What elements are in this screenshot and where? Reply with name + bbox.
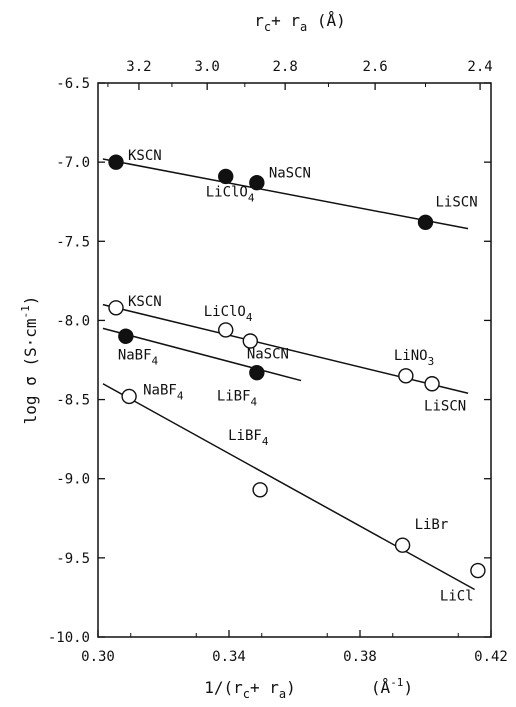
point-label: LiBF4 [228,428,269,448]
x-tick-label: 0.34 [212,649,246,665]
point-label: LiNO3 [394,348,434,368]
x-tick-label: 0.42 [474,649,508,665]
top-tick-label: 2.6 [362,59,387,75]
fit-line [102,327,302,382]
data-points [108,154,486,579]
filled-point [218,168,234,185]
fit-line [102,158,469,230]
point-label: NaSCN [247,347,289,363]
top-tick-label: 2.8 [272,59,297,75]
filled-point [249,364,265,381]
x-axis-unit: (Å-1) [371,676,413,697]
open-point [242,333,258,349]
point-labels: KSCN LiClO4 NaSCN LiSCN KSCN LiClO4 LiNO3 LiSCN… [118,148,478,604]
filled-point [108,154,124,170]
plot-frame [97,82,492,638]
point-label: LiClO4 [206,184,255,204]
y-tick-label: -10.0 [48,630,90,646]
top-tick-label: 2.4 [467,59,492,75]
fit-lines [102,158,475,591]
point-label: LiCl [440,589,474,605]
open-point [394,537,411,553]
point-label: LiBF4 [217,389,258,409]
top-tick-label: 3.2 [126,59,151,75]
open-point [424,376,440,392]
y-tick-label: -6.5 [56,76,90,92]
fit-line [102,383,475,591]
open-point [218,322,234,338]
point-label: LiSCN [424,399,466,415]
point-label: LiSCN [436,194,478,210]
axis-titles: 1/(rc+ ra) (Å-1) rc+ ra (Å) log σ (S·cm-1) [19,11,413,701]
point-label: NaSCN [269,166,311,182]
x-axis-title: 1/(rc+ ra) [204,678,296,701]
top-tick-label: 3.0 [195,59,220,75]
filled-point [417,214,434,230]
open-point [398,368,414,384]
y-tick-label: -9.5 [56,551,90,567]
y-tick-label: -9.0 [56,472,90,488]
open-point [108,300,124,316]
open-point [470,562,486,579]
open-point [252,482,268,498]
filled-point [249,175,265,191]
top-axis-title: rc+ ra (Å) [254,11,346,34]
y-axis-title: log σ (S·cm-1) [19,296,40,425]
y-tick-label: -8.5 [56,393,90,409]
y-tick-label: -7.0 [56,155,90,171]
x-tick-label: 0.38 [343,649,377,665]
open-point [121,388,137,405]
point-label: NaBF4 [143,382,184,402]
x-tick-label: 0.30 [81,649,115,665]
y-tick-label: -8.0 [56,313,90,329]
filled-point [118,328,134,344]
point-label: KSCN [128,148,162,164]
axes: 0.30 0.34 0.38 0.42 -6.5 -7.0 -7.5 -8.0 -8.5 -9.0… [48,59,508,665]
y-tick-label: -7.5 [56,234,90,250]
point-label: LiBr [415,517,449,533]
point-label: LiClO4 [204,304,253,324]
point-label: KSCN [128,294,162,310]
point-label: NaBF4 [118,347,159,367]
